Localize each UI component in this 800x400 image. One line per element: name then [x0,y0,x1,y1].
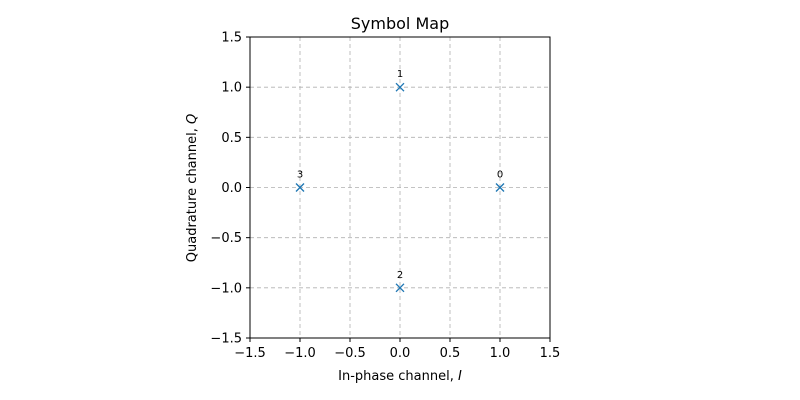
symbol-point-label: 2 [397,270,403,281]
symbol-point-2: 2 [395,270,405,293]
grid [249,36,551,339]
symbol-point-label: 1 [397,69,403,80]
x-tick-label: 1.0 [490,346,511,361]
symbol-point-label: 0 [497,170,503,181]
y-tick-label: −1.5 [210,332,242,347]
chart-title: Symbol Map [351,14,449,33]
x-axis-label: In-phase channel, I [338,369,462,384]
y-axis-label: Quadrature channel, Q [185,114,200,262]
symbol-point-3: 3 [295,170,305,192]
y-tick-label: −0.5 [210,231,242,246]
symbol-point-1: 1 [395,69,405,92]
y-tick-label: 0.5 [221,131,242,146]
symbol-point-0: 0 [495,170,505,192]
x-tick-label: −1.0 [284,346,316,361]
x-tick-label: 0.0 [390,346,411,361]
x-tick-label: 0.5 [440,346,461,361]
y-tick-label: 1.5 [221,31,242,46]
y-tick-label: 0.0 [221,181,242,196]
y-tick-label: −1.0 [210,281,242,296]
x-tick-label: 1.5 [540,346,561,361]
x-tick-label: −0.5 [334,346,366,361]
x-tick-label: −1.5 [234,346,266,361]
data-points: 0 1 2 3 [295,69,505,293]
axis-ticks: −1.5 −1.0 −0.5 0.0 0.5 1.0 1.5 −1.5 −1.0 −0.5 0.0 0… [210,31,560,362]
y-tick-label: 1.0 [221,81,242,96]
symbol-point-label: 3 [297,170,303,181]
